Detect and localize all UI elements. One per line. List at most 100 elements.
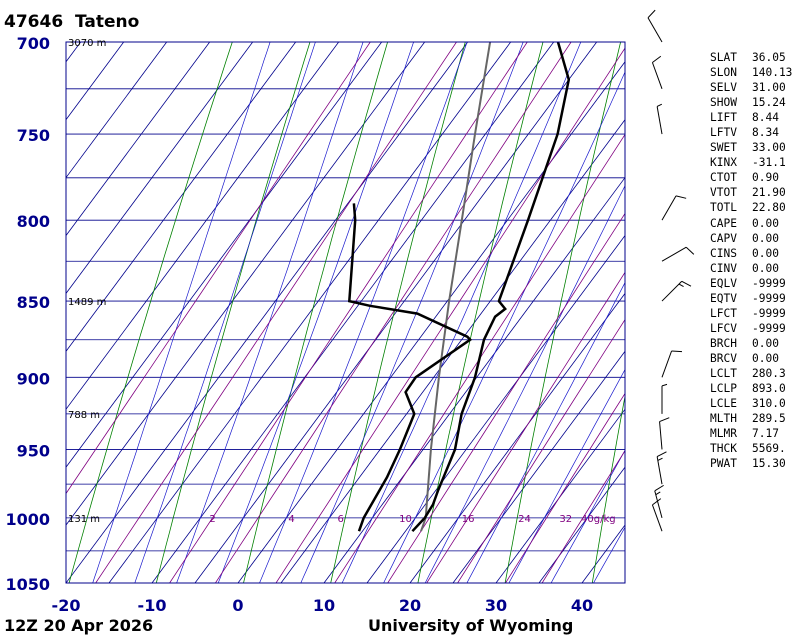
mixing-ratio-line [541,450,625,583]
index-row: SLAT 36.05 [710,50,792,65]
index-key: LFTV [710,126,737,140]
wind-barb-staff [661,280,683,302]
dry-adiabat-line [243,42,388,583]
height-label: 788 m [68,410,100,421]
isotherm-line [323,176,625,583]
mixing-ratio-line [66,42,371,495]
mixing-ratio-line [387,212,625,583]
dry-adiabat-line [417,42,544,583]
isotherm-line [108,42,512,583]
moist-adiabat-line [92,42,271,583]
index-row: SWET 33.00 [710,140,792,155]
index-value: 893.0 [752,382,786,396]
isotherm-line [409,292,625,583]
wind-barb [661,246,695,262]
y-tick-label: 1000 [5,510,50,529]
sounding-traces [347,42,571,533]
station-name: Tateno [75,12,140,32]
y-tick-label: 1050 [5,575,50,594]
index-value: 21.90 [752,186,786,200]
index-value: 31.00 [752,81,786,95]
isotherm-line [66,42,297,353]
index-row: EQLV -9999 [710,276,792,291]
index-row: SLON 140.13 [710,65,792,80]
index-value: 140.13 [752,66,793,80]
index-key: EQLV [710,276,737,290]
index-value: 0.00 [752,351,779,365]
x-tick-label: 30 [485,596,507,615]
height-label: 131 m [68,514,100,525]
wind-barb-staff [661,350,673,378]
isotherm-line [66,42,168,179]
sounding-time: 12Z 20 Apr 2026 [4,616,154,635]
index-row: KINX -31.1 [710,155,792,170]
wind-barb [656,451,667,485]
index-value: 0.90 [752,171,779,185]
y-tick-label: 700 [17,34,50,53]
index-key: VTOT [710,186,737,200]
index-row: LCLP 893.0 [710,381,792,396]
mixing-ratio-label: 16 [462,514,475,525]
x-tick-label: -20 [52,596,81,615]
isotherm-line [194,42,598,583]
index-value: 289.5 [752,412,786,426]
index-key: EQTV [710,291,737,305]
index-key: CAPV [710,231,737,245]
index-value: 33.00 [752,141,786,155]
index-row: CTOT 0.90 [710,170,792,185]
chart-title: 47646 Tateno [4,12,139,32]
index-row: THCK 5569. [710,441,792,456]
index-value: 8.44 [752,111,779,125]
y-tick-label: 900 [17,369,50,388]
wind-barb-flag [671,350,683,353]
mixing-ratio-line [215,42,572,583]
index-row: SELV 31.00 [710,80,792,95]
moist-adiabat-line [176,42,364,583]
index-row: EQTV -9999 [710,291,792,306]
index-row: CINS 0.00 [710,246,792,261]
wind-barb-flag [675,195,687,199]
moist-adiabat-line [424,184,625,583]
wind-barb-staff [659,421,663,450]
index-value: 0.00 [752,246,779,260]
isotherm-line [366,234,625,583]
index-key: LFCT [710,306,737,320]
index-key: BRCH [710,336,737,350]
moist-adiabat-line [383,71,625,583]
index-key: CINV [710,261,737,275]
wind-barb-staff [656,456,663,485]
mixing-ratio-line [457,318,625,583]
moist-adiabat-line [217,42,414,583]
index-key: LIFT [710,111,737,125]
index-row: LCLE 310.0 [710,396,792,411]
mixing-ratio-line [334,133,625,583]
index-row: LIFT 8.44 [710,110,792,125]
index-value: 0.00 [752,231,779,245]
isotherm-line [66,42,469,583]
plot-frame [65,41,626,584]
mixing-ratio-label: 4 [288,514,294,525]
index-row: SHOW 15.24 [710,95,792,110]
isotherm-line [151,42,555,583]
moist-adiabat-line [341,42,582,583]
index-value: 0.00 [752,216,779,230]
x-tick-label: 10 [313,596,335,615]
index-row: MLMR 7.17 [710,426,792,441]
dry-adiabat-line [68,42,233,583]
index-key: SWET [710,141,737,155]
isotherm-line [66,42,125,121]
wind-barb-staff [661,195,677,221]
wind-barb-flag [656,451,667,457]
moist-adiabat-line [550,449,625,583]
wind-barb [659,417,670,450]
index-value: 280.3 [752,366,786,380]
index-value: 36.05 [752,51,786,64]
isotherm-line [66,42,254,295]
wind-barb [654,484,664,519]
mixing-ratio-line [275,47,625,583]
index-value: 22.80 [752,201,786,215]
wind-barb-flag [652,55,662,63]
index-row: LCLT 280.3 [710,366,792,381]
x-tick-label: 40 [571,596,593,615]
index-row: LFTV 8.34 [710,125,792,140]
